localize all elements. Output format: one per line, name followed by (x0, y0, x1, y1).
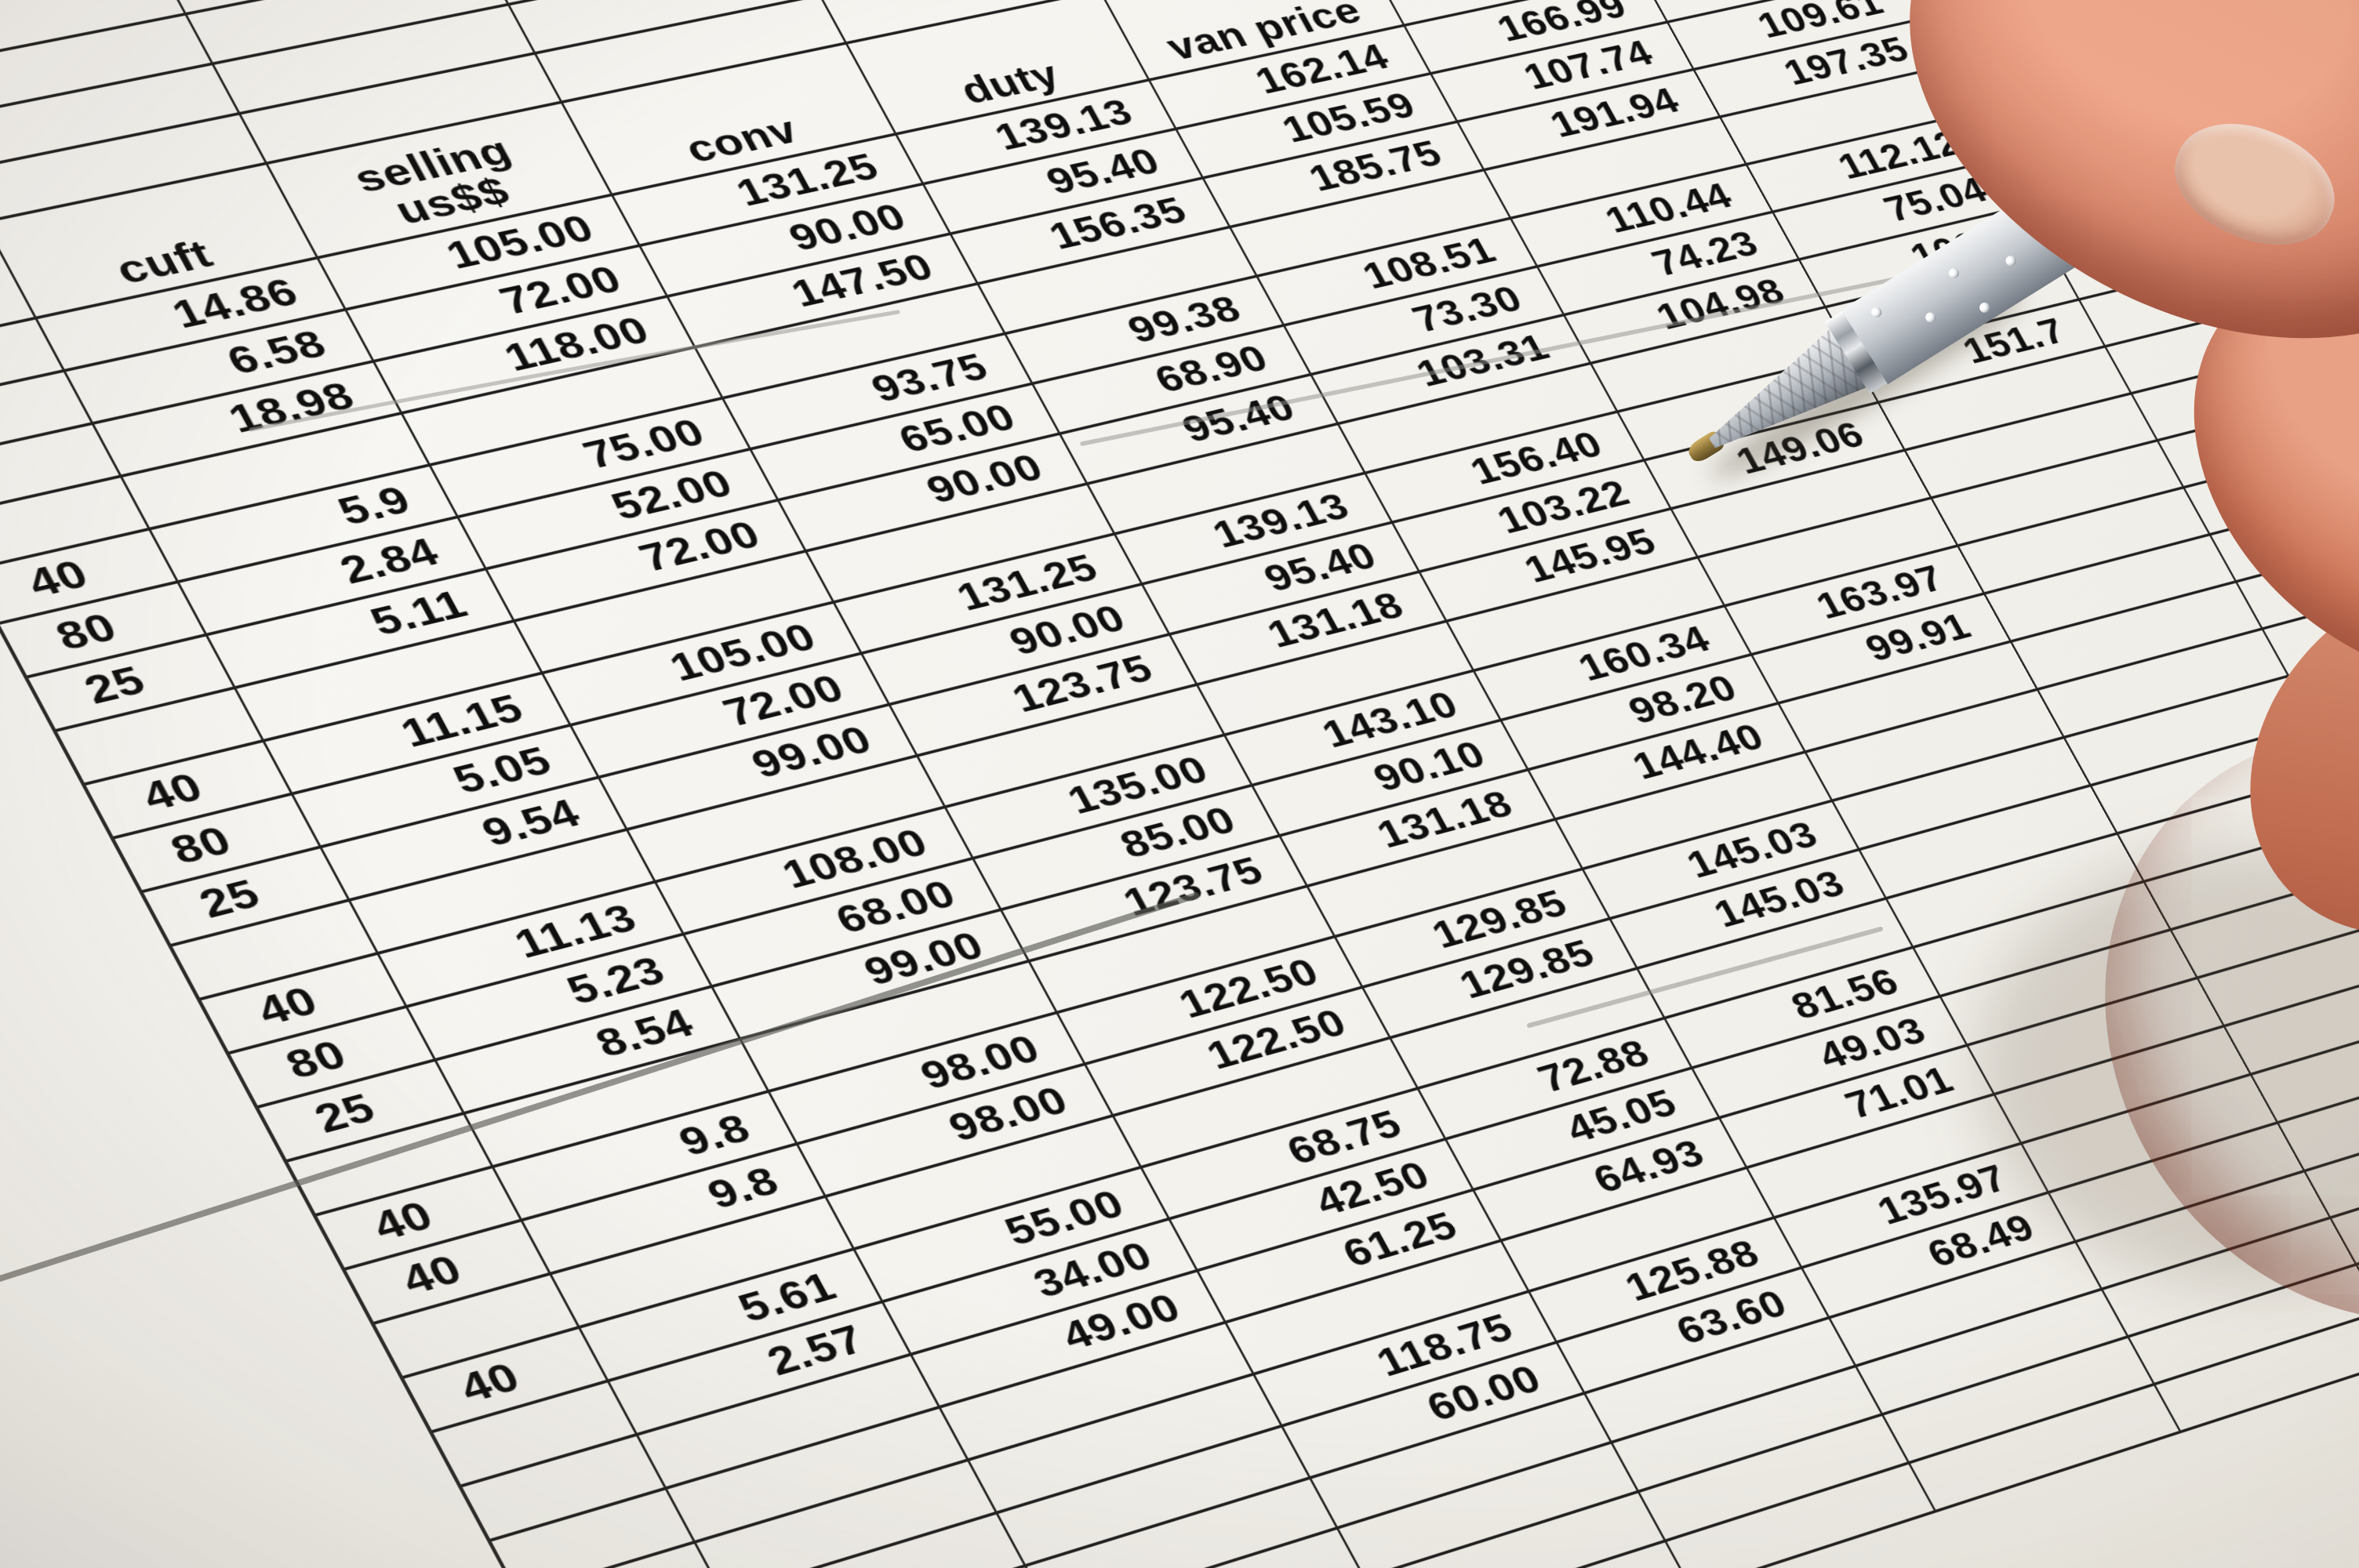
pen-dot (2004, 253, 2018, 268)
pen-dot (1869, 305, 1884, 320)
pen-dot (1977, 300, 1992, 315)
pen-dot (1946, 266, 1961, 281)
pen-dot (1923, 310, 1938, 325)
